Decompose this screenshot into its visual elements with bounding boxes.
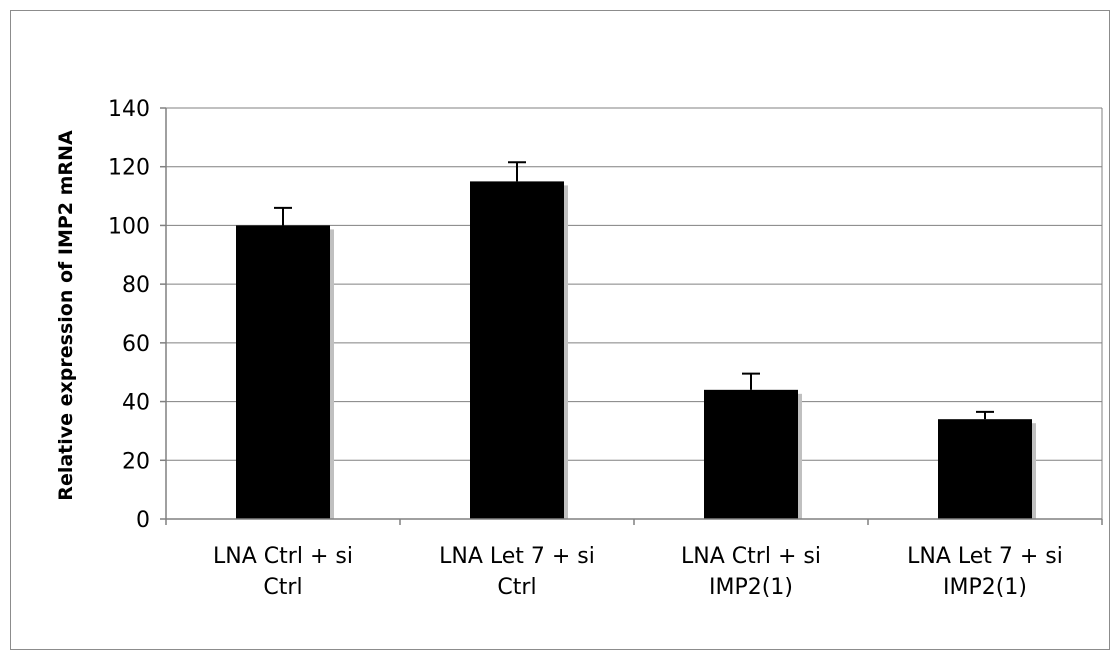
x-category-label: IMP2(1)	[709, 575, 793, 600]
x-category-label: LNA Let 7 + si	[907, 544, 1063, 569]
y-tick-label: 40	[122, 391, 150, 416]
bar	[236, 225, 330, 519]
x-category-label: Ctrl	[497, 575, 536, 600]
y-tick-label: 140	[108, 97, 150, 122]
bar	[470, 181, 564, 519]
y-tick-label: 100	[108, 214, 150, 239]
bar	[938, 419, 1032, 519]
x-category-label: LNA Ctrl + si	[681, 544, 821, 569]
y-tick-label: 80	[122, 273, 150, 298]
y-tick-label: 20	[122, 449, 150, 474]
x-category-label: IMP2(1)	[943, 575, 1027, 600]
y-tick-label: 120	[108, 156, 150, 181]
y-axis-title: Relative expression of IMP2 mRNA	[55, 130, 77, 501]
y-tick-label: 0	[136, 508, 150, 533]
y-tick-label: 60	[122, 332, 150, 357]
x-category-label: LNA Let 7 + si	[439, 544, 595, 569]
x-category-label: LNA Ctrl + si	[213, 544, 353, 569]
bar	[704, 389, 798, 519]
x-category-label: Ctrl	[263, 575, 302, 600]
bar-chart: 0 20 40 60 80 100 120 140 Relative expression of…	[55, 97, 1103, 600]
